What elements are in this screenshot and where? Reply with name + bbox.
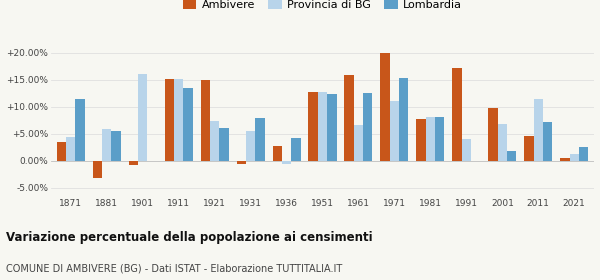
Bar — [497, 124, 507, 161]
Bar — [174, 79, 184, 161]
Bar — [102, 129, 112, 161]
Bar — [344, 75, 354, 161]
Text: COMUNE DI AMBIVERE (BG) - Dati ISTAT - Elaborazione TUTTITALIA.IT: COMUNE DI AMBIVERE (BG) - Dati ISTAT - E… — [6, 263, 342, 273]
Text: Variazione percentuale della popolazione ai censimenti: Variazione percentuale della popolazione… — [6, 231, 373, 244]
Bar — [200, 80, 210, 161]
Bar — [138, 74, 148, 161]
Bar — [66, 137, 76, 161]
Bar — [93, 161, 102, 178]
Bar — [219, 129, 229, 161]
Bar — [318, 92, 327, 161]
Bar — [308, 92, 318, 161]
Bar — [112, 130, 121, 161]
Bar — [255, 118, 265, 161]
Bar — [291, 137, 301, 161]
Bar — [488, 108, 497, 161]
Bar — [363, 93, 373, 161]
Bar — [128, 161, 138, 165]
Bar — [380, 53, 390, 161]
Bar — [354, 125, 363, 161]
Bar — [524, 136, 533, 161]
Bar — [76, 99, 85, 161]
Bar — [327, 94, 337, 161]
Bar — [236, 161, 246, 164]
Bar — [272, 146, 282, 161]
Bar — [164, 79, 174, 161]
Bar — [416, 119, 426, 161]
Bar — [282, 161, 291, 164]
Bar — [399, 78, 409, 161]
Bar — [560, 158, 569, 161]
Bar — [452, 68, 461, 161]
Bar — [507, 151, 517, 161]
Bar — [543, 122, 552, 161]
Bar — [57, 142, 66, 161]
Bar — [426, 116, 435, 161]
Bar — [461, 139, 471, 161]
Bar — [184, 88, 193, 161]
Bar — [569, 154, 579, 161]
Bar — [210, 121, 219, 161]
Bar — [533, 99, 543, 161]
Bar — [246, 131, 255, 161]
Bar — [435, 117, 445, 161]
Bar — [390, 101, 399, 161]
Legend: Ambivere, Provincia di BG, Lombardia: Ambivere, Provincia di BG, Lombardia — [178, 0, 467, 14]
Bar — [579, 147, 588, 161]
